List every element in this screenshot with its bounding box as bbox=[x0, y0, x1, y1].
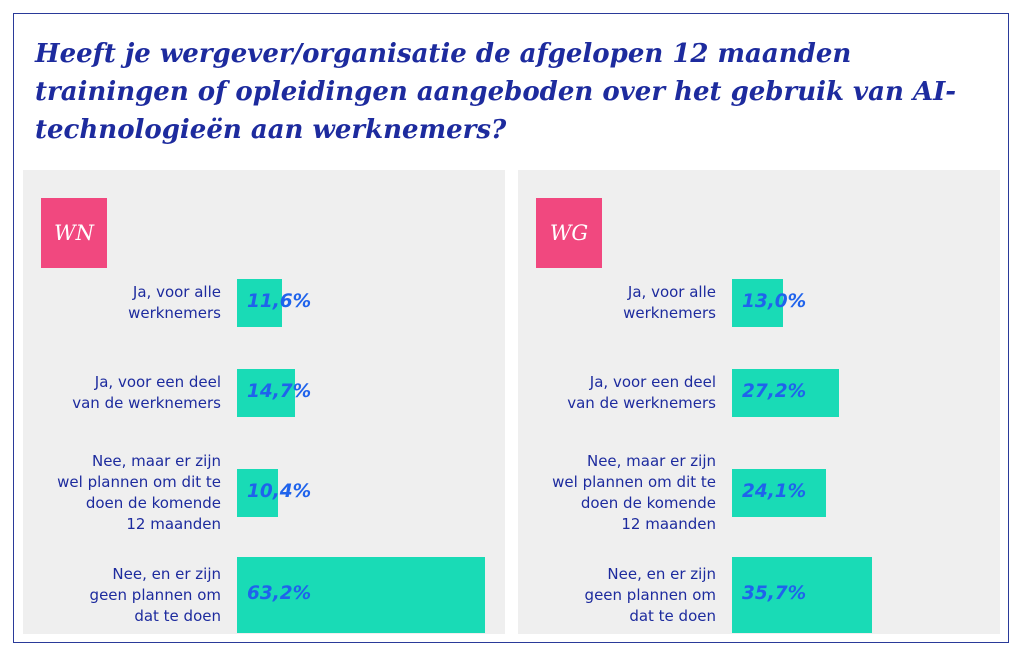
bar bbox=[237, 557, 485, 633]
bar-category-label-line: werknemers bbox=[623, 304, 716, 322]
bar-category-label: Ja, voor een deel van de werknemers bbox=[518, 372, 716, 414]
bar-category-label-line: dat te doen bbox=[629, 606, 716, 625]
bar-category-label-line: 12 maanden bbox=[621, 515, 716, 533]
bar-row: Ja, voor alle werknemers 11,6% bbox=[23, 276, 505, 330]
bar-row: Nee, maar er zijn wel plannen om dit te do… bbox=[23, 446, 505, 540]
bar-row: Nee, en er zijn geen plannen om dat te doe… bbox=[23, 557, 505, 633]
bar-category-label-line: doen de komende bbox=[580, 494, 716, 512]
bar-value-label: 27,2% bbox=[742, 381, 807, 402]
bar-category-label-line: geen plannen om bbox=[584, 585, 716, 604]
bar-row: Nee, maar er zijn wel plannen om dit te do… bbox=[518, 446, 1000, 540]
bar-row: Ja, voor een deel van de werknemers 14,7% bbox=[23, 366, 505, 420]
bar-category-label: Ja, voor alle werknemers bbox=[518, 282, 716, 324]
bar-category-label-line: van de werknemers bbox=[567, 394, 716, 412]
bar-category-label-line: Ja, voor een deel bbox=[589, 373, 716, 391]
bar-category-label: Ja, voor alle werknemers bbox=[23, 282, 221, 324]
bar bbox=[237, 369, 295, 417]
bar-value-label: 13,0% bbox=[742, 291, 807, 312]
bar-category-label-line: wel plannen om dit te bbox=[552, 473, 716, 491]
bar-category-label-line: werknemers bbox=[128, 304, 221, 322]
bar-value-label: 35,7% bbox=[742, 583, 807, 604]
badge-wg: WG bbox=[536, 198, 602, 268]
badge-wn: WN bbox=[41, 198, 107, 268]
panel-wg: WG Ja, voor alle werknemers 13,0% Ja, voor … bbox=[518, 170, 1000, 634]
bar-category-label-line: Nee, maar er zijn bbox=[91, 452, 221, 470]
bar-category-label: Nee, en er zijn geen plannen om dat te doe… bbox=[23, 564, 221, 627]
bar-category-label-line: Nee, maar er zijn bbox=[586, 452, 716, 470]
bar-category-label-line: Nee, en er zijn bbox=[607, 564, 716, 583]
bar-value-label: 11,6% bbox=[247, 291, 312, 312]
bar-category-label-line: Nee, en er zijn bbox=[112, 564, 221, 583]
bar-value-label: 63,2% bbox=[247, 583, 312, 604]
bar-category-label: Nee, maar er zijn wel plannen om dit te do… bbox=[23, 451, 221, 535]
bar-category-label-line: van de werknemers bbox=[72, 394, 221, 412]
bar-value-label: 14,7% bbox=[247, 381, 312, 402]
chart-title: Heeft je wergever/organisatie de afgelop… bbox=[35, 39, 957, 145]
bar-category-label: Ja, voor een deel van de werknemers bbox=[23, 372, 221, 414]
bar-category-label-line: doen de komende bbox=[85, 494, 221, 512]
panel-wn: WN Ja, voor alle werknemers 11,6% Ja, voor … bbox=[23, 170, 505, 634]
bar bbox=[732, 557, 872, 633]
bar-value-label: 10,4% bbox=[247, 481, 312, 502]
bar-category-label: Nee, maar er zijn wel plannen om dit te do… bbox=[518, 451, 716, 535]
bar bbox=[237, 469, 278, 517]
bar-category-label-line: Ja, voor alle bbox=[627, 283, 716, 301]
bar-value-label: 24,1% bbox=[742, 481, 807, 502]
bar-category-label-line: geen plannen om bbox=[89, 585, 221, 604]
bar-category-label-line: Ja, voor alle bbox=[132, 283, 221, 301]
bar-category-label-line: dat te doen bbox=[134, 606, 221, 625]
bar-category-label-line: 12 maanden bbox=[126, 515, 221, 533]
bar-row: Ja, voor een deel van de werknemers 27,2% bbox=[518, 366, 1000, 420]
bar-category-label-line: wel plannen om dit te bbox=[57, 473, 221, 491]
bar bbox=[732, 369, 839, 417]
bar bbox=[732, 279, 783, 327]
bar-row: Ja, voor alle werknemers 13,0% bbox=[518, 276, 1000, 330]
bar-row: Nee, en er zijn geen plannen om dat te doe… bbox=[518, 557, 1000, 633]
bar-category-label-line: Ja, voor een deel bbox=[94, 373, 221, 391]
bar-category-label: Nee, en er zijn geen plannen om dat te doe… bbox=[518, 564, 716, 627]
bar bbox=[237, 279, 282, 327]
bar bbox=[732, 469, 826, 517]
